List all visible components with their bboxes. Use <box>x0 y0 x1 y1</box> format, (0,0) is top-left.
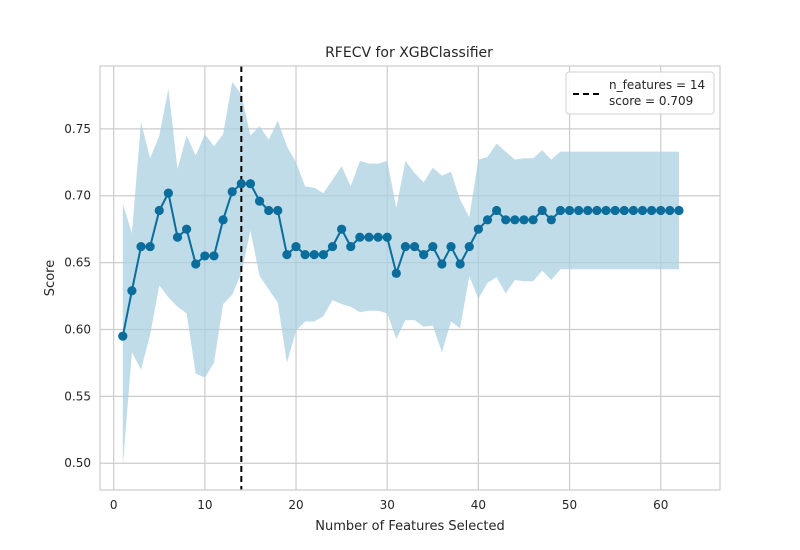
score-point <box>583 205 593 216</box>
score-point <box>628 205 638 216</box>
score-point <box>528 215 538 225</box>
score-point <box>227 187 237 197</box>
y-tick-label: 0.50 <box>64 456 91 470</box>
y-tick-label: 0.70 <box>64 189 91 203</box>
x-axis-label: Number of Features Selected <box>315 519 504 534</box>
score-point <box>601 205 611 216</box>
x-tick-labels: 0 10 20 30 40 50 60 <box>110 498 669 512</box>
score-point <box>437 259 447 269</box>
score-point <box>154 205 164 216</box>
score-point <box>464 241 474 252</box>
x-tick-label: 40 <box>471 498 486 512</box>
score-point <box>254 196 265 206</box>
x-tick-label: 10 <box>197 498 212 512</box>
score-point <box>163 188 173 198</box>
score-point <box>546 215 556 225</box>
score-point <box>145 241 155 252</box>
x-tick-label: 60 <box>653 498 668 512</box>
plot-area <box>99 65 721 491</box>
score-point <box>564 205 575 216</box>
plot-frame <box>99 65 721 491</box>
score-point <box>428 241 438 252</box>
chart-title: RFECV for XGBClassifier <box>325 45 493 61</box>
score-point <box>264 205 274 216</box>
score-point <box>191 259 201 269</box>
score-point <box>218 215 228 225</box>
score-point <box>665 205 675 216</box>
score-point <box>318 249 328 260</box>
score-point <box>455 259 465 269</box>
y-tick-label: 0.65 <box>64 256 91 270</box>
y-tick-label: 0.75 <box>64 122 91 136</box>
y-tick-label: 0.55 <box>64 389 91 403</box>
score-point <box>391 268 401 278</box>
score-point <box>492 205 502 216</box>
y-tick-labels: 0.50 0.55 0.60 0.65 0.70 0.75 <box>64 122 91 470</box>
score-point <box>647 205 657 216</box>
score-point <box>118 331 128 341</box>
score-point <box>182 224 192 234</box>
score-point <box>555 205 566 216</box>
score-point <box>282 249 292 260</box>
x-tick-label: 20 <box>288 498 303 512</box>
y-tick-label: 0.60 <box>64 322 91 336</box>
score-point <box>537 205 547 216</box>
score-point <box>355 232 365 242</box>
score-point <box>172 232 183 242</box>
score-point <box>574 205 584 216</box>
score-point <box>245 179 256 189</box>
score-point <box>446 241 456 252</box>
score-point <box>364 232 374 242</box>
score-point <box>273 205 283 216</box>
legend: n_features = 14 score = 0.709 <box>565 71 715 115</box>
score-point <box>510 215 520 225</box>
score-point <box>327 241 338 252</box>
score-point <box>382 232 392 242</box>
score-point <box>127 286 137 296</box>
score-point <box>482 215 493 225</box>
score-point <box>337 224 347 234</box>
score-point <box>346 241 356 252</box>
legend-box <box>565 71 715 115</box>
score-point <box>610 205 620 216</box>
score-point <box>209 251 219 261</box>
score-point <box>501 215 511 225</box>
score-point <box>236 179 246 189</box>
score-point <box>300 249 310 260</box>
score-point <box>136 241 146 252</box>
x-tick-label: 30 <box>380 498 395 512</box>
x-tick-label: 50 <box>562 498 577 512</box>
score-point <box>291 241 301 252</box>
score-point <box>674 205 684 216</box>
x-tick-label: 0 <box>110 498 118 512</box>
score-point <box>473 224 483 234</box>
score-point <box>200 251 210 261</box>
score-point <box>619 205 629 216</box>
y-axis-label: Score <box>43 260 58 296</box>
legend-score: score = 0.709 <box>609 94 693 108</box>
score-point <box>519 215 529 225</box>
score-point <box>419 249 429 260</box>
cv-score-band <box>122 82 680 466</box>
legend-n-features: n_features = 14 <box>609 78 705 92</box>
score-point <box>400 241 411 252</box>
score-points <box>118 179 684 341</box>
score-point <box>409 241 420 252</box>
score-point <box>373 232 383 242</box>
score-point <box>309 249 319 260</box>
score-point <box>637 205 648 216</box>
score-point <box>592 205 602 216</box>
score-point <box>656 205 666 216</box>
